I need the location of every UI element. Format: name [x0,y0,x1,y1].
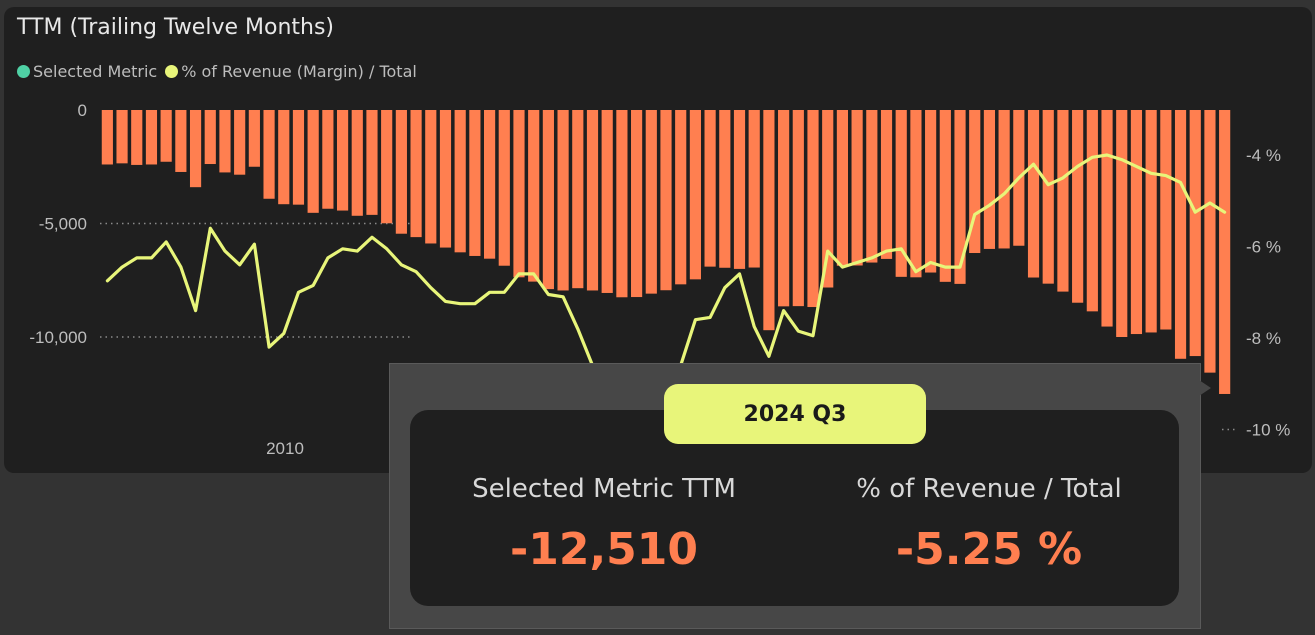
bar [542,110,554,290]
bar [454,110,466,253]
bar [939,110,951,282]
tooltip-pct-value: -5.25 % [895,524,1083,575]
bar [160,110,172,162]
bar [219,110,231,173]
bar [1219,110,1231,394]
bar [1057,110,1069,292]
legend-item-selected-metric[interactable]: Selected Metric [17,62,157,81]
bar [366,110,378,215]
bar [998,110,1010,249]
bar [483,110,496,259]
bar [557,110,569,291]
legend-item-revenue-margin[interactable]: % of Revenue (Margin) / Total [165,62,417,81]
bar [145,110,158,165]
bar [469,110,481,256]
y-left-tick-label: 0 [78,101,87,120]
bar [336,110,349,211]
tooltip-metric-label: Selected Metric TTM [472,474,736,504]
bar [351,110,363,216]
y-right-tick-label: -4 % [1246,146,1281,165]
bar [880,110,893,259]
bar [616,110,628,298]
y-right-tick-label: -10 % [1246,421,1290,440]
legend-label: Selected Metric [33,62,158,81]
bar [101,110,113,165]
bar [778,110,790,307]
bar [322,110,334,209]
bar [689,110,701,280]
bar [395,110,407,234]
y-left-tick-label: -5,000 [39,215,87,234]
bar [748,110,760,268]
bar [733,110,746,269]
y-right-tick-label: -8 % [1246,329,1281,348]
bar [925,110,937,273]
bar [528,110,540,282]
bar [822,110,834,288]
tooltip-period-badge: 2024 Q3 [664,384,926,444]
bar [234,110,246,175]
bar [248,110,260,167]
bar [116,110,128,164]
bar [910,110,922,278]
y-left-tick-label: -10,000 [29,328,87,347]
bar [719,110,731,268]
bar [675,110,687,285]
bar [381,110,393,224]
bar [866,110,878,263]
bar [131,110,143,165]
bar [1174,110,1187,359]
bar [1027,110,1040,278]
bar [586,110,599,291]
bar [895,110,907,277]
bar [1042,110,1054,284]
tooltip-pct-label: % of Revenue / Total [856,474,1122,504]
bar [410,110,422,238]
bar [969,110,981,254]
bar [175,110,187,172]
tooltip-pointer [1199,380,1211,396]
bar [1116,110,1128,337]
bar [1204,110,1216,373]
bar [792,110,804,307]
bar [425,110,437,244]
bar [763,110,775,331]
y-right-tick-label: -6 % [1246,238,1281,257]
bar [660,110,672,291]
bar [1160,110,1172,330]
bar [292,110,305,205]
bar [278,110,290,205]
bar [189,110,202,188]
bar [1130,110,1143,335]
bar [836,110,849,266]
bar [1101,110,1113,327]
bar [439,110,452,248]
bar [307,110,319,213]
bar [1145,110,1157,333]
bar [851,110,863,266]
bar [704,110,716,267]
bar [1086,110,1098,312]
bar [498,110,510,266]
bar [572,110,584,289]
bar [513,110,525,278]
legend-dot-icon [165,65,179,78]
legend-dot-icon [17,65,30,78]
bar [807,110,819,308]
bar [983,110,996,249]
x-tick-label: 2010 [266,439,304,458]
tooltip-metric-value: -12,510 [509,524,699,575]
bar [204,110,216,165]
bar [601,110,613,293]
bar [263,110,275,199]
chart-title: TTM (Trailing Twelve Months) [17,15,335,40]
bar [631,110,643,298]
legend: Selected Metric % of Revenue (Margin) / … [17,62,425,81]
legend-label: % of Revenue (Margin) / Total [181,62,417,81]
bar [954,110,966,284]
bar [1189,110,1201,357]
bar [1072,110,1084,303]
bar [645,110,657,294]
